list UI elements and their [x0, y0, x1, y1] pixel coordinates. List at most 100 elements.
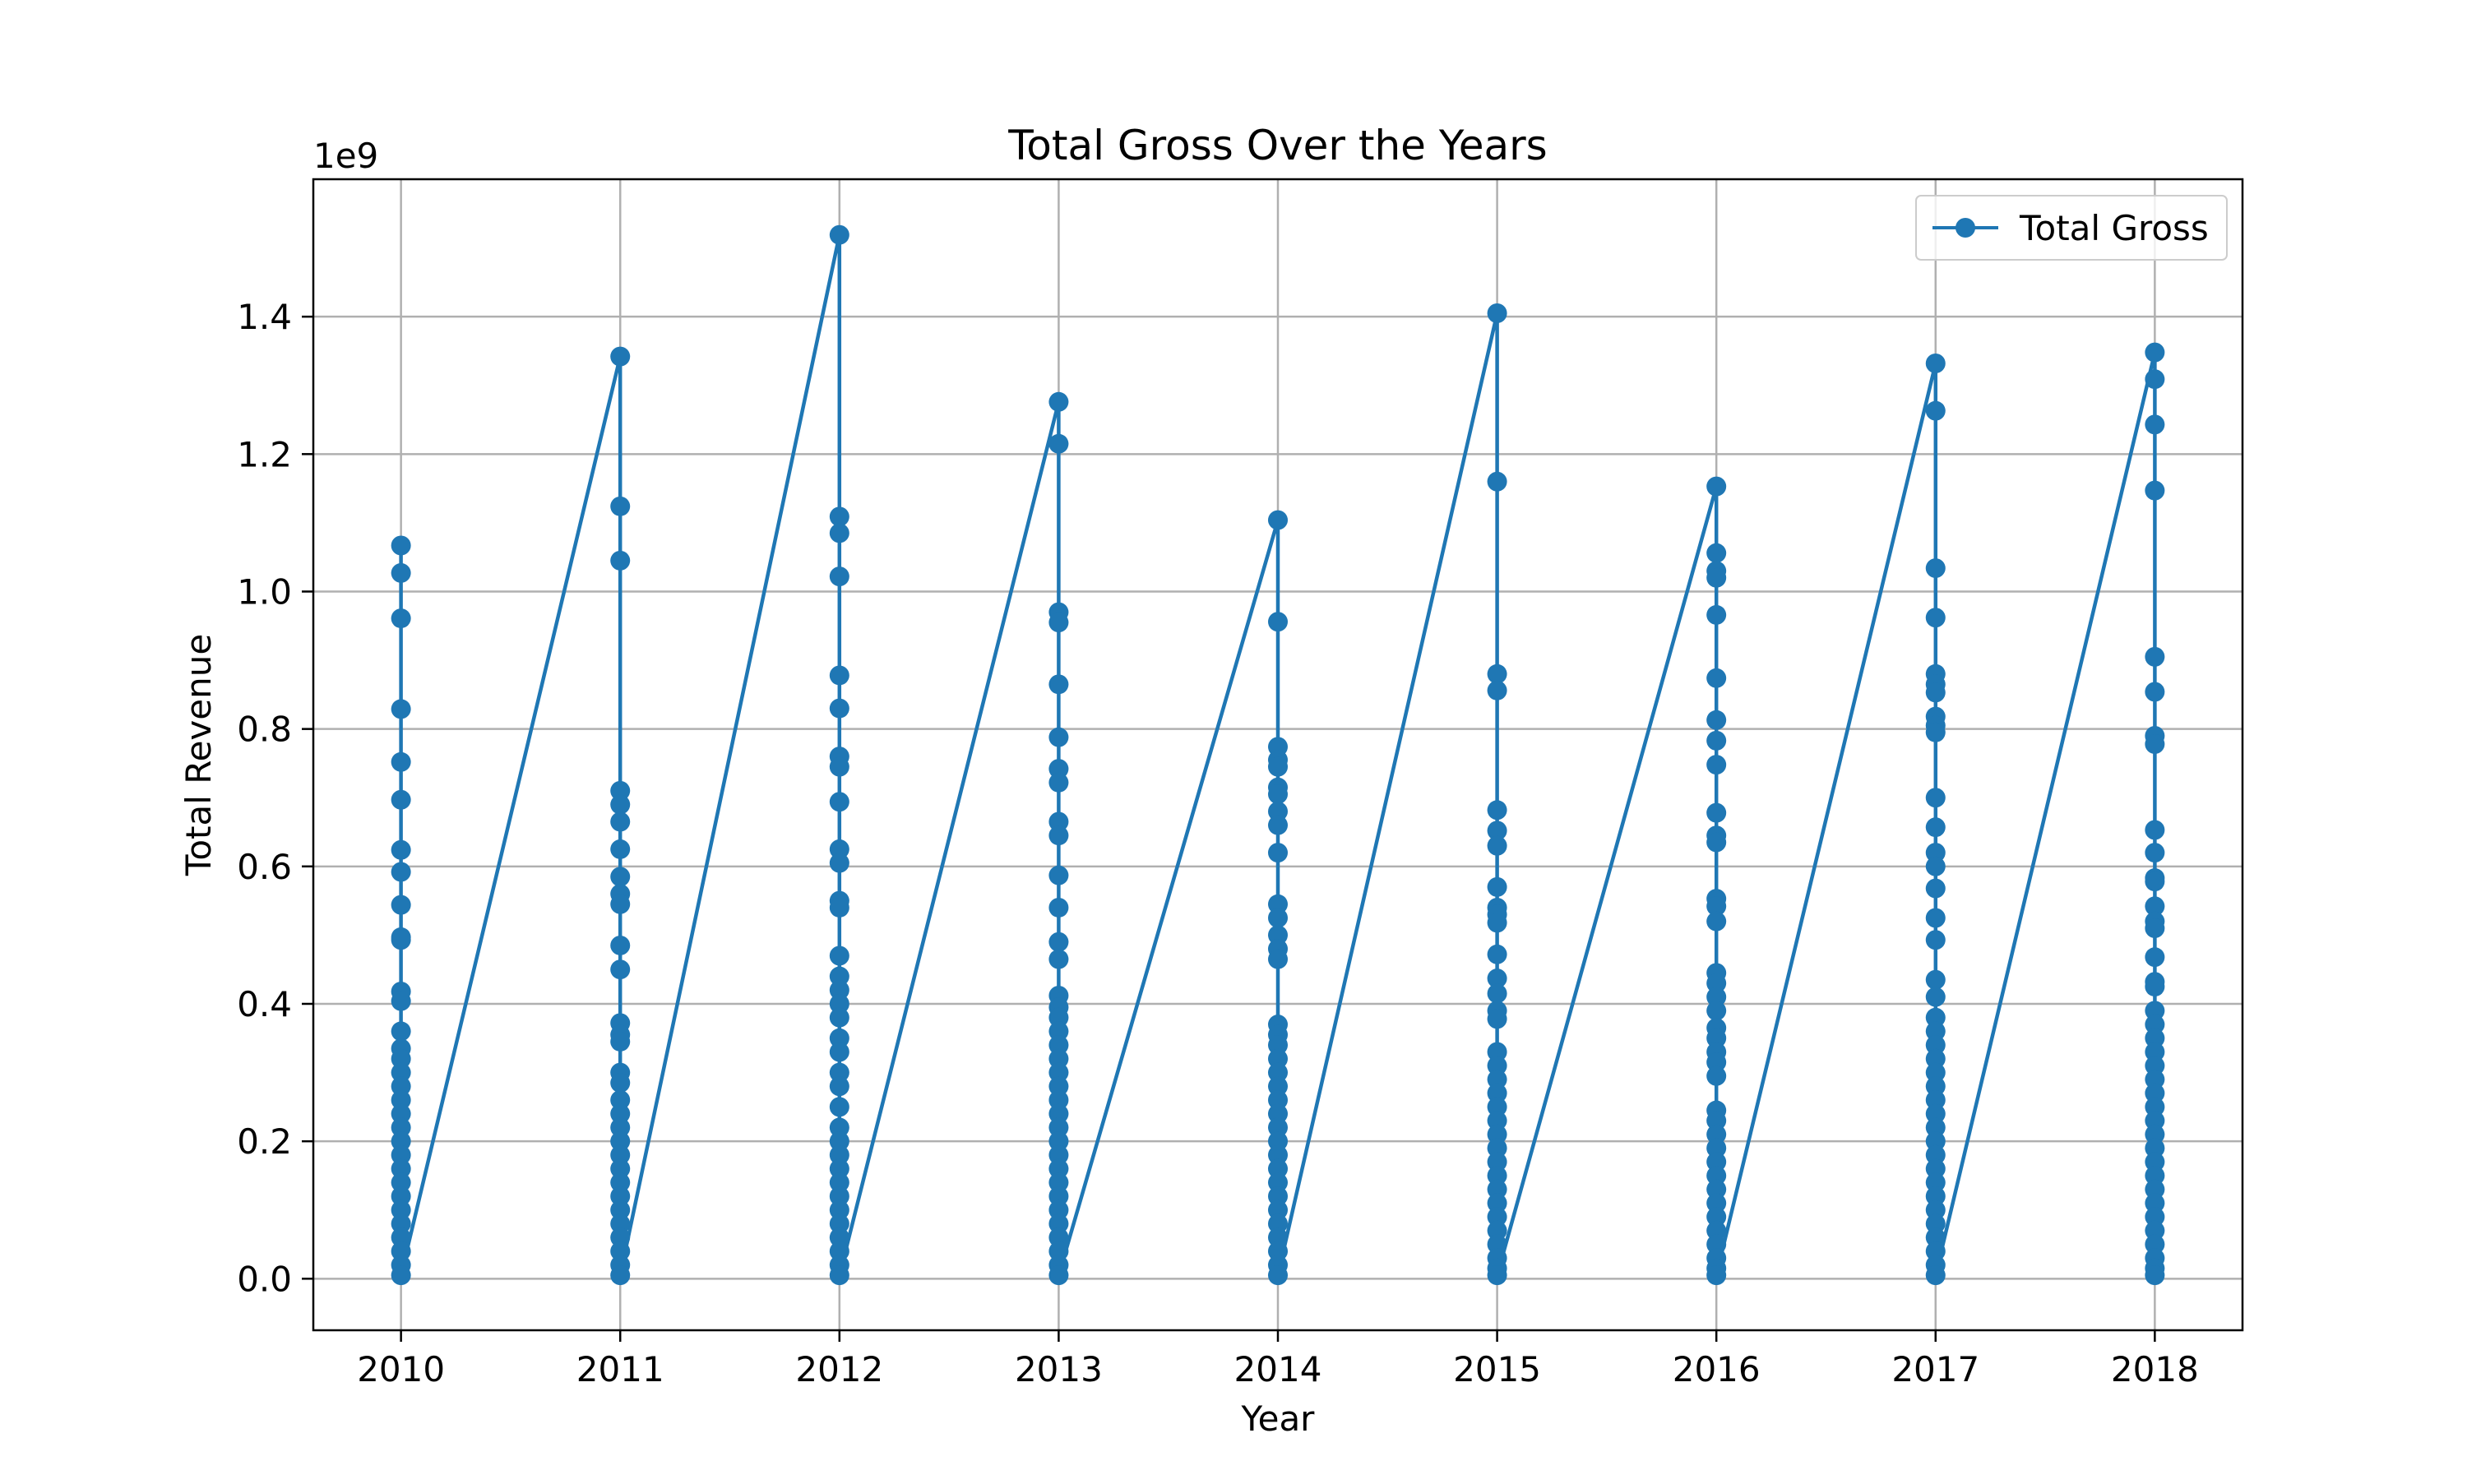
data-point-marker: [2145, 646, 2165, 667]
data-point-marker: [1925, 1076, 1946, 1097]
axis-ticks: 2010 2011 2012 2013 2014 2015 2016 2017 2018 0.0 0…: [237, 297, 2199, 1389]
y-tick-label: 0.2: [237, 1121, 292, 1162]
data-point-marker: [1487, 1193, 1507, 1214]
data-point-marker: [1048, 1144, 1069, 1165]
data-point-marker: [391, 789, 411, 810]
data-point-marker: [1487, 663, 1507, 684]
data-point-marker: [1048, 1021, 1069, 1042]
data-point-marker: [1268, 1048, 1288, 1069]
data-point-marker: [391, 1048, 411, 1069]
data-point-marker: [2145, 342, 2165, 363]
data-point-marker: [391, 751, 411, 772]
data-point-marker: [1706, 802, 1727, 823]
data-point-marker: [2145, 1179, 2165, 1200]
data-point-marker: [391, 1241, 411, 1261]
data-point-marker: [1706, 1001, 1727, 1021]
data-point-marker: [391, 839, 411, 860]
data-point-marker: [829, 1227, 849, 1248]
data-point-marker: [391, 1227, 411, 1248]
data-point-marker: [1487, 471, 1507, 492]
data-point-marker: [1706, 1165, 1727, 1186]
data-point-marker: [829, 1265, 849, 1286]
data-point-marker: [391, 1090, 411, 1110]
data-point-marker: [1048, 1158, 1069, 1179]
data-point-marker: [1048, 1241, 1069, 1261]
data-point-marker: [610, 1073, 631, 1093]
x-axis-label: Year: [1241, 1398, 1316, 1439]
data-point-marker: [2145, 1015, 2165, 1035]
data-point-marker: [2145, 682, 2165, 702]
data-point-marker: [829, 1241, 849, 1261]
data-point-marker: [1487, 800, 1507, 821]
data-point-marker: [1925, 558, 1946, 579]
data-point-marker: [2145, 1111, 2165, 1131]
data-point-marker: [391, 1076, 411, 1097]
data-point-marker: [829, 698, 849, 719]
data-point-marker: [2145, 820, 2165, 840]
x-tick-label: 2018: [2111, 1349, 2199, 1389]
data-point-marker: [1706, 710, 1727, 730]
data-point-marker: [1925, 354, 1946, 373]
data-point-marker: [1487, 821, 1507, 841]
data-point-marker: [1048, 897, 1069, 918]
data-point-marker: [1925, 1117, 1946, 1138]
data-point-marker: [1268, 1227, 1288, 1248]
data-point-marker: [1925, 1158, 1946, 1179]
data-point-marker: [1706, 567, 1727, 588]
data-point-marker: [2145, 480, 2165, 501]
data-point-marker: [1925, 1200, 1946, 1220]
data-point-marker: [1706, 832, 1727, 853]
data-point-marker: [610, 1200, 631, 1220]
data-point-marker: [2145, 414, 2165, 435]
data-point-marker: [391, 1062, 411, 1083]
data-point-marker: [1925, 1227, 1946, 1248]
data-point-marker: [610, 839, 631, 859]
data-point-marker: [1048, 949, 1069, 969]
x-tick-label: 2014: [1234, 1349, 1322, 1389]
data-point-marker: [1487, 983, 1507, 1004]
data-point-marker: [1487, 969, 1507, 989]
data-point-marker: [391, 1103, 411, 1124]
data-point-marker: [610, 794, 631, 815]
data-point-marker: [391, 1144, 411, 1165]
data-point-marker: [1706, 476, 1727, 497]
data-point-marker: [1487, 944, 1507, 964]
x-tick-label: 2016: [1673, 1349, 1761, 1389]
data-point-marker: [610, 1241, 631, 1261]
data-point-marker: [829, 665, 849, 686]
data-point-marker: [1706, 543, 1727, 563]
data-point-marker: [391, 1117, 411, 1138]
data-point-marker: [391, 1214, 411, 1234]
data-point-marker: [829, 993, 849, 1014]
data-point-marker: [1925, 1265, 1946, 1286]
data-point-marker: [829, 1131, 849, 1152]
data-point-marker: [1048, 1007, 1069, 1028]
data-point-marker: [1487, 1265, 1507, 1286]
data-point-marker: [1925, 1021, 1946, 1042]
data-point-marker: [2145, 1265, 2165, 1286]
legend-marker-swatch: [1956, 218, 1975, 238]
data-point-marker: [829, 792, 849, 812]
data-point-marker: [1048, 772, 1069, 793]
data-point-marker: [829, 566, 849, 587]
data-point-marker: [829, 897, 849, 918]
data-point-marker: [1048, 865, 1069, 885]
data-point-marker: [1268, 1090, 1288, 1110]
data-point-marker: [1925, 400, 1946, 421]
data-point-marker: [391, 991, 411, 1011]
data-point-marker: [1487, 876, 1507, 897]
data-point-marker: [1925, 843, 1946, 863]
y-axis-offset-label: 1e9: [313, 136, 378, 176]
data-point-marker: [1048, 825, 1069, 846]
data-point-marker: [1925, 1214, 1946, 1234]
data-point-marker: [829, 945, 849, 966]
x-tick-label: 2017: [1891, 1349, 1979, 1389]
data-point-marker: [829, 1186, 849, 1207]
data-point-marker: [610, 1172, 631, 1193]
data-point-marker: [1048, 727, 1069, 747]
data-point-marker: [1268, 894, 1288, 914]
data-point-marker: [391, 1172, 411, 1193]
data-point-marker: [829, 1158, 849, 1179]
data-point-marker: [1706, 987, 1727, 1007]
